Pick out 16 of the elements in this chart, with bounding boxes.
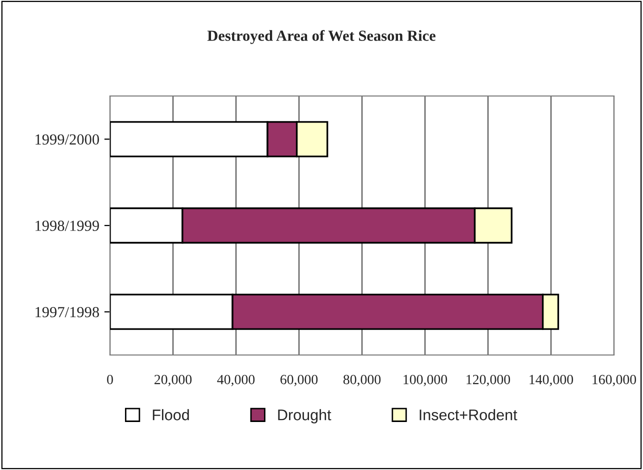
x-tick-label: 20,000 [154, 374, 192, 386]
x-tick-label: 140,000 [530, 374, 574, 386]
y-tick-label: 1997/1998 [36, 306, 99, 318]
x-tick-label: 0 [107, 374, 113, 384]
legend-label: Drought [278, 409, 332, 424]
chart-title: Destroyed Area of Wet Season Rice [207, 30, 436, 44]
legend-label: Flood [152, 409, 189, 420]
x-tick-label: 100,000 [404, 374, 448, 386]
x-tick-label: 120,000 [466, 374, 510, 386]
x-tick-label: 60,000 [280, 374, 318, 386]
x-tick-label: 160,000 [592, 374, 636, 386]
y-tick-label: 1998/1999 [36, 220, 99, 231]
y-tick-label: 1999/2000 [36, 134, 99, 145]
legend-label: Insect+Rodent [420, 409, 518, 420]
x-tick-label: 40,000 [217, 374, 255, 386]
x-tick-label: 80,000 [343, 374, 381, 386]
